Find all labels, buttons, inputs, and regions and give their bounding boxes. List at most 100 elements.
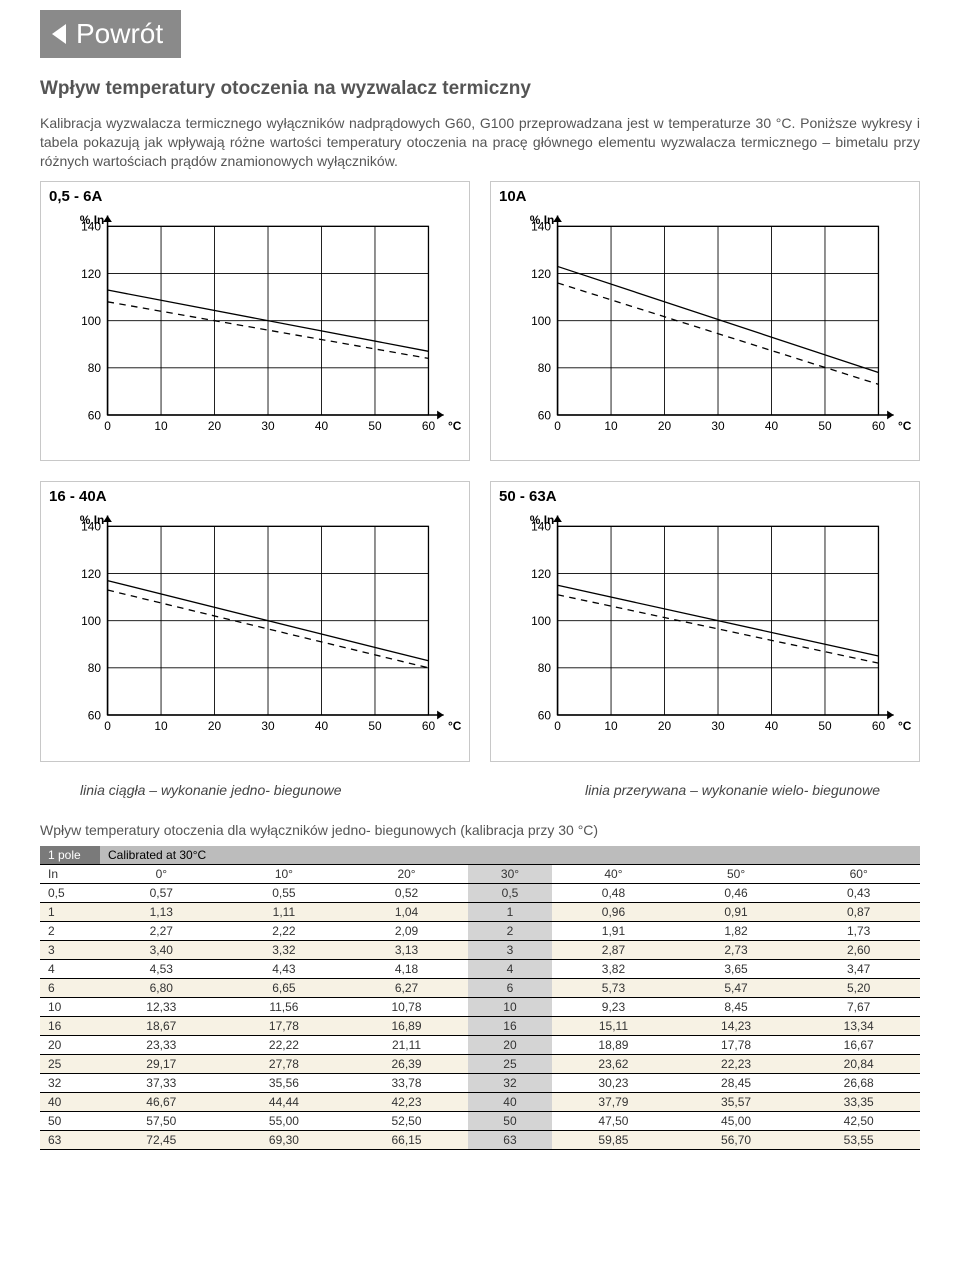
svg-text:50: 50 [818,419,832,433]
table-cell: 35,56 [223,1073,346,1092]
table-cell: 3,47 [797,959,920,978]
table-col-header: 40° [552,864,675,883]
chart-legend: linia ciągła – wykonanie jedno- biegunow… [80,782,880,798]
table-cell: 26,68 [797,1073,920,1092]
table-cell: 50 [468,1111,552,1130]
table-cell: 37,79 [552,1092,675,1111]
chart-svg: 01020304050606080100120140% In°C [499,509,911,748]
svg-text:20: 20 [658,719,672,733]
table-cell-in: 10 [40,997,100,1016]
table-col-header: 10° [223,864,346,883]
table-cell: 46,67 [100,1092,223,1111]
table-cell: 0,46 [675,883,798,902]
table-cell: 0,57 [100,883,223,902]
back-button[interactable]: Powrót [40,10,181,58]
table-cell: 4 [468,959,552,978]
svg-text:60: 60 [422,719,436,733]
svg-text:0: 0 [554,719,561,733]
table-cell: 0,5 [468,883,552,902]
table-cell-in: 63 [40,1130,100,1149]
table-cell: 2,09 [345,921,468,940]
table-cell: 17,78 [675,1035,798,1054]
table-cell: 2,27 [100,921,223,940]
svg-text:% In: % In [530,213,554,227]
table-cell: 2,60 [797,940,920,959]
table-header-pole: 1 pole [40,846,100,865]
table-cell: 37,33 [100,1073,223,1092]
table-cell: 45,00 [675,1111,798,1130]
table-cell: 2,73 [675,940,798,959]
table-cell: 14,23 [675,1016,798,1035]
table-cell: 3,32 [223,940,346,959]
table-cell: 42,23 [345,1092,468,1111]
table-cell: 5,20 [797,978,920,997]
table-row: 2529,1727,7826,392523,6222,2320,84 [40,1054,920,1073]
table-cell: 3,40 [100,940,223,959]
table-cell: 1,04 [345,902,468,921]
table-cell: 1,73 [797,921,920,940]
svg-text:60: 60 [538,709,552,723]
svg-text:30: 30 [261,719,275,733]
table-cell-in: 25 [40,1054,100,1073]
table-cell: 0,91 [675,902,798,921]
table-cell: 11,56 [223,997,346,1016]
table-cell-in: 32 [40,1073,100,1092]
table-cell: 0,96 [552,902,675,921]
table-cell: 6 [468,978,552,997]
table-cell: 55,00 [223,1111,346,1130]
table-cell: 12,33 [100,997,223,1016]
svg-text:60: 60 [88,709,102,723]
svg-text:0: 0 [104,419,111,433]
table-cell: 8,45 [675,997,798,1016]
table-cell: 6,80 [100,978,223,997]
table-cell: 0,87 [797,902,920,921]
svg-text:30: 30 [711,419,725,433]
table-cell-in: 16 [40,1016,100,1035]
chart-box: 50 - 63A01020304050606080100120140% In°C [490,481,920,762]
table-row: 22,272,222,0921,911,821,73 [40,921,920,940]
svg-text:120: 120 [531,567,551,581]
table-cell: 0,43 [797,883,920,902]
table-col-header: 0° [100,864,223,883]
table-cell: 18,89 [552,1035,675,1054]
table-cell: 33,35 [797,1092,920,1111]
chart-title: 16 - 40A [49,488,461,505]
svg-text:10: 10 [604,419,618,433]
table-cell: 0,52 [345,883,468,902]
table-cell: 32 [468,1073,552,1092]
table-cell-in: 40 [40,1092,100,1111]
table-cell: 21,11 [345,1035,468,1054]
table-row: 1012,3311,5610,78109,238,457,67 [40,997,920,1016]
table-cell: 16,89 [345,1016,468,1035]
svg-text:% In: % In [530,513,554,527]
table-cell: 16 [468,1016,552,1035]
table-cell: 56,70 [675,1130,798,1149]
table-col-header: 60° [797,864,920,883]
table-row: 1618,6717,7816,891615,1114,2313,34 [40,1016,920,1035]
table-cell: 17,78 [223,1016,346,1035]
svg-text:30: 30 [261,419,275,433]
table-row: 44,534,434,1843,823,653,47 [40,959,920,978]
table-cell: 5,47 [675,978,798,997]
table-cell: 33,78 [345,1073,468,1092]
svg-text:60: 60 [88,408,102,422]
table-cell: 3,82 [552,959,675,978]
table-cell: 40 [468,1092,552,1111]
table-row: 4046,6744,4442,234037,7935,5733,35 [40,1092,920,1111]
svg-text:40: 40 [765,419,779,433]
table-row: 66,806,656,2765,735,475,20 [40,978,920,997]
svg-text:0: 0 [104,719,111,733]
table-cell-in: 3 [40,940,100,959]
table-cell: 72,45 [100,1130,223,1149]
table-cell: 42,50 [797,1111,920,1130]
table-cell: 20,84 [797,1054,920,1073]
table-cell: 0,48 [552,883,675,902]
table-cell: 1,82 [675,921,798,940]
chart-grid: 0,5 - 6A01020304050606080100120140% In°C… [40,181,920,762]
svg-text:°C: °C [898,419,911,433]
table-cell: 59,85 [552,1130,675,1149]
table-cell-in: 6 [40,978,100,997]
svg-text:°C: °C [448,719,461,733]
table-cell: 13,34 [797,1016,920,1035]
svg-text:100: 100 [531,314,551,328]
